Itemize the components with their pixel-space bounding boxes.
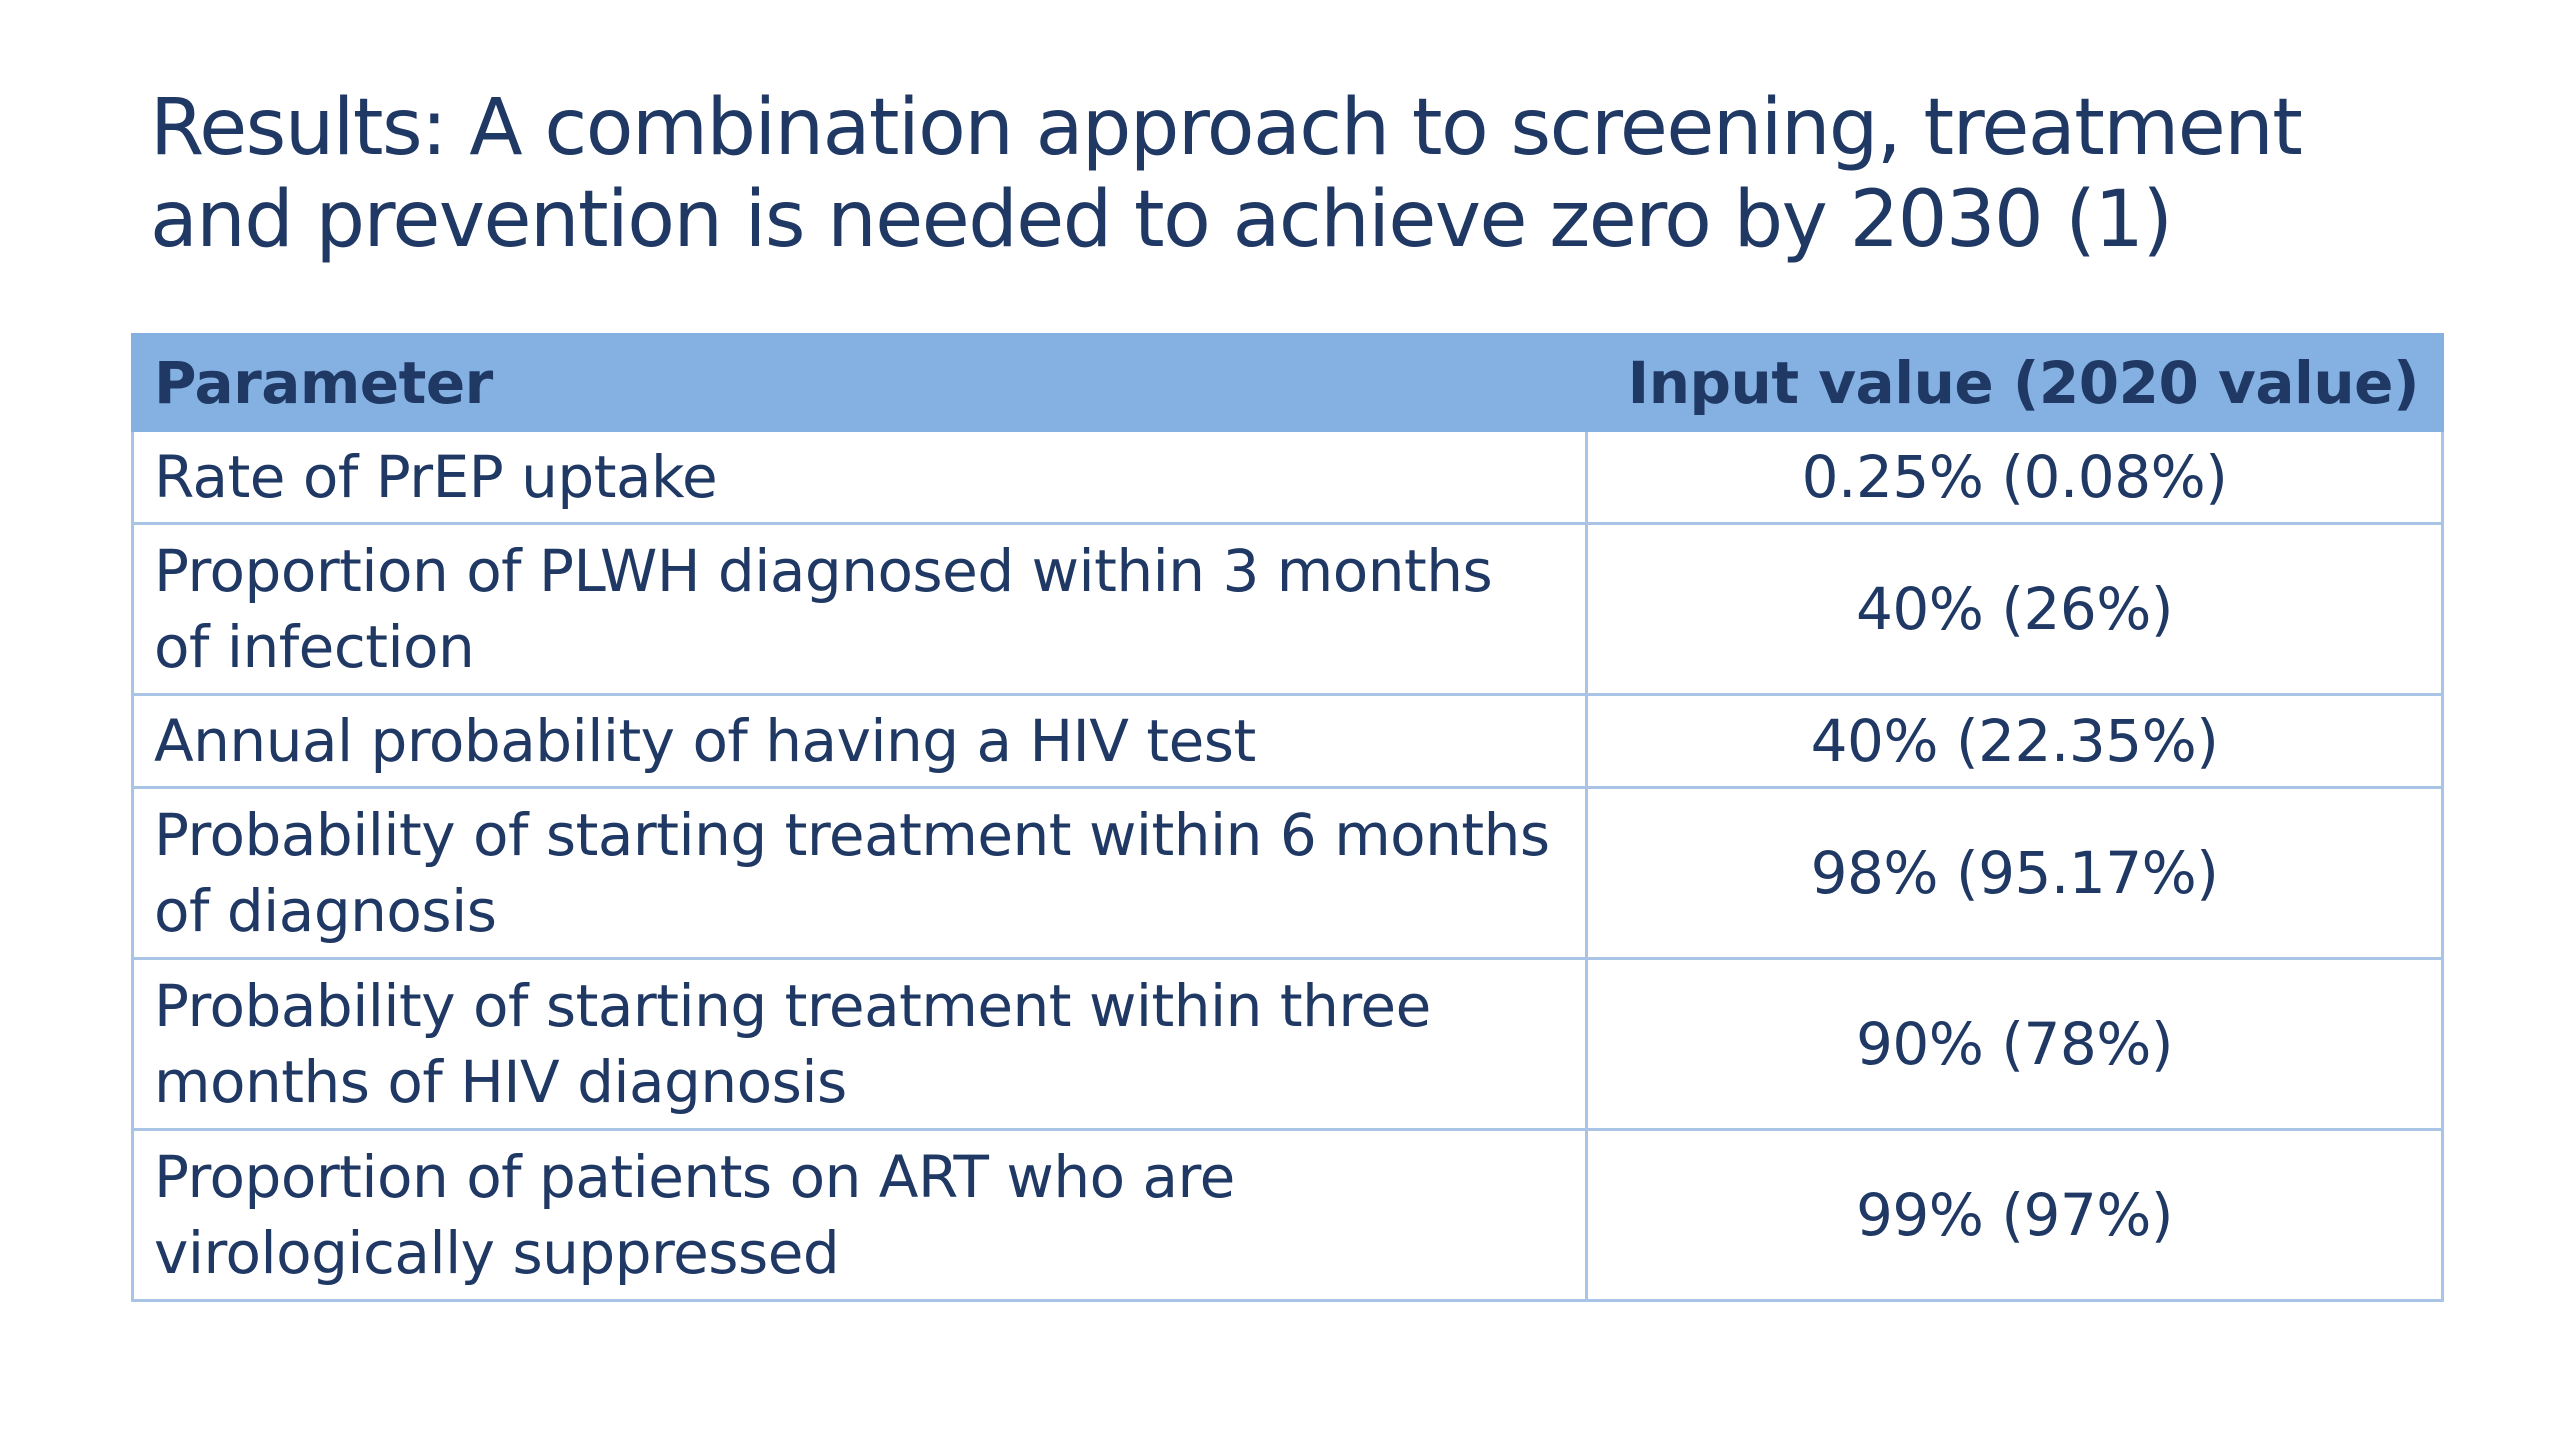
slide-title-line-1: Results: A combination approach to scree… [150, 83, 2303, 173]
value-cell: 98% (95.17%) [1585, 786, 2444, 960]
value-cell: 0.25% (0.08%) [1585, 429, 2444, 525]
parameter-cell: Annual probability of having a HIV test [131, 693, 1588, 789]
parameter-cell: Probability of starting treatment within… [131, 786, 1588, 960]
table-row: Annual probability of having a HIV test … [131, 693, 2444, 789]
header-parameter: Parameter [131, 333, 1588, 432]
table-row: Probability of starting treatment within… [131, 957, 2444, 1131]
value-cell: 99% (97%) [1585, 1128, 2444, 1302]
parameter-cell: Rate of PrEP uptake [131, 429, 1588, 525]
table-row: Proportion of patients on ART who are vi… [131, 1128, 2444, 1302]
parameter-cell: Proportion of PLWH diagnosed within 3 mo… [131, 522, 1588, 696]
slide-title-line-2: and prevention is needed to achieve zero… [150, 175, 2173, 265]
table-header-row: Parameter Input value (2020 value) [131, 333, 2444, 432]
value-cell: 90% (78%) [1585, 957, 2444, 1131]
header-input-value: Input value (2020 value) [1585, 333, 2444, 432]
slide-title: Results: A combination approach to scree… [150, 82, 2450, 266]
table-row: Probability of starting treatment within… [131, 786, 2444, 960]
parameter-cell: Proportion of patients on ART who are vi… [131, 1128, 1588, 1302]
parameter-cell: Probability of starting treatment within… [131, 957, 1588, 1131]
value-cell: 40% (26%) [1585, 522, 2444, 696]
parameters-table: Parameter Input value (2020 value) Rate … [131, 333, 2444, 1302]
table-row: Proportion of PLWH diagnosed within 3 mo… [131, 522, 2444, 696]
table-row: Rate of PrEP uptake 0.25% (0.08%) [131, 429, 2444, 525]
value-cell: 40% (22.35%) [1585, 693, 2444, 789]
